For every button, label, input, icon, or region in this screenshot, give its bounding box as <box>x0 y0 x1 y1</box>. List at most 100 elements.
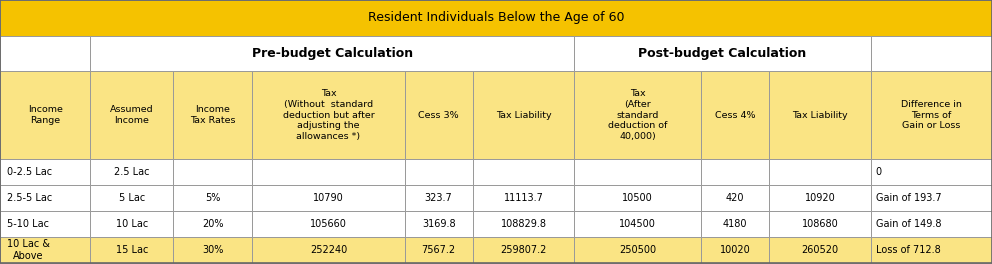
Text: 250500: 250500 <box>619 245 656 255</box>
Bar <box>574 159 701 185</box>
Bar <box>871 237 992 263</box>
Text: Difference in
Terms of
Gain or Loss: Difference in Terms of Gain or Loss <box>901 100 962 130</box>
Bar <box>173 237 252 263</box>
Bar <box>252 71 405 159</box>
Text: 104500: 104500 <box>619 219 656 229</box>
Bar <box>701 237 770 263</box>
Text: Gain of 149.8: Gain of 149.8 <box>876 219 941 229</box>
Bar <box>701 185 770 211</box>
Bar <box>90 237 173 263</box>
Bar <box>871 211 992 237</box>
Text: Loss of 712.8: Loss of 712.8 <box>876 245 940 255</box>
Text: 10920: 10920 <box>805 193 835 203</box>
Bar <box>90 185 173 211</box>
Bar <box>574 36 871 71</box>
Text: Tax Liability: Tax Liability <box>793 111 848 120</box>
Text: 30%: 30% <box>202 245 223 255</box>
Bar <box>574 237 701 263</box>
Text: 2.5-5 Lac: 2.5-5 Lac <box>7 193 53 203</box>
Bar <box>770 211 871 237</box>
Bar <box>405 211 473 237</box>
Text: Cess 4%: Cess 4% <box>715 111 756 120</box>
Bar <box>473 237 574 263</box>
Bar <box>0 71 992 159</box>
Text: 0: 0 <box>876 167 882 177</box>
Bar <box>252 211 405 237</box>
Bar <box>0 159 992 185</box>
Bar <box>871 36 992 71</box>
Text: Gain of 193.7: Gain of 193.7 <box>876 193 941 203</box>
Bar <box>0 237 90 263</box>
Text: 15 Lac: 15 Lac <box>115 245 148 255</box>
Text: 108680: 108680 <box>802 219 838 229</box>
Text: 4180: 4180 <box>723 219 747 229</box>
Bar <box>701 71 770 159</box>
Bar <box>701 159 770 185</box>
Bar <box>473 159 574 185</box>
Text: 5-10 Lac: 5-10 Lac <box>7 219 49 229</box>
Bar <box>770 237 871 263</box>
Bar <box>0 211 992 237</box>
Bar <box>173 185 252 211</box>
Bar <box>252 185 405 211</box>
Text: 10500: 10500 <box>622 193 653 203</box>
Bar <box>0 185 90 211</box>
Bar <box>90 211 173 237</box>
Text: 20%: 20% <box>202 219 223 229</box>
Text: Assumed
Income: Assumed Income <box>110 105 154 125</box>
Bar <box>770 159 871 185</box>
Text: 108829.8: 108829.8 <box>501 219 547 229</box>
Bar <box>0 71 90 159</box>
Text: Pre-budget Calculation: Pre-budget Calculation <box>252 47 413 60</box>
Bar <box>770 185 871 211</box>
Text: 2.5 Lac: 2.5 Lac <box>114 167 150 177</box>
Bar <box>173 71 252 159</box>
Bar <box>473 71 574 159</box>
Bar <box>405 71 473 159</box>
Bar <box>473 185 574 211</box>
Bar <box>173 159 252 185</box>
Bar <box>405 159 473 185</box>
Text: Cess 3%: Cess 3% <box>419 111 459 120</box>
Text: 5 Lac: 5 Lac <box>119 193 145 203</box>
Text: 3169.8: 3169.8 <box>422 219 455 229</box>
Bar <box>871 159 992 185</box>
Text: 10 Lac: 10 Lac <box>116 219 148 229</box>
Text: 0-2.5 Lac: 0-2.5 Lac <box>7 167 52 177</box>
Bar <box>574 71 701 159</box>
Text: 10790: 10790 <box>313 193 344 203</box>
Text: Tax
(After
standard
deduction of
40,000): Tax (After standard deduction of 40,000) <box>608 89 668 141</box>
Bar <box>90 159 173 185</box>
Text: Tax
(Without  standard
deduction but after
adjusting the
allowances *): Tax (Without standard deduction but afte… <box>283 89 374 141</box>
Bar <box>0 36 90 71</box>
Bar <box>0 237 992 263</box>
Text: Tax Liability: Tax Liability <box>496 111 552 120</box>
Text: Post-budget Calculation: Post-budget Calculation <box>639 47 806 60</box>
Text: 259807.2: 259807.2 <box>500 245 547 255</box>
Bar <box>701 211 770 237</box>
Bar <box>405 185 473 211</box>
Bar <box>0 185 992 211</box>
Bar <box>405 237 473 263</box>
Text: 105660: 105660 <box>310 219 347 229</box>
Bar <box>871 185 992 211</box>
Bar <box>90 36 574 71</box>
Bar <box>173 211 252 237</box>
Bar <box>574 211 701 237</box>
Bar <box>770 71 871 159</box>
Text: 260520: 260520 <box>802 245 838 255</box>
Bar <box>871 71 992 159</box>
Bar <box>252 237 405 263</box>
Bar <box>90 71 173 159</box>
Text: 252240: 252240 <box>310 245 347 255</box>
Text: 10020: 10020 <box>720 245 751 255</box>
Text: 7567.2: 7567.2 <box>422 245 455 255</box>
Bar <box>473 211 574 237</box>
Bar <box>0 159 90 185</box>
Text: Income
Tax Rates: Income Tax Rates <box>190 105 235 125</box>
Bar <box>574 185 701 211</box>
Bar <box>0 211 90 237</box>
Text: 10 Lac &
Above: 10 Lac & Above <box>7 239 50 261</box>
Bar <box>0 0 992 36</box>
Text: Income
Range: Income Range <box>28 105 62 125</box>
